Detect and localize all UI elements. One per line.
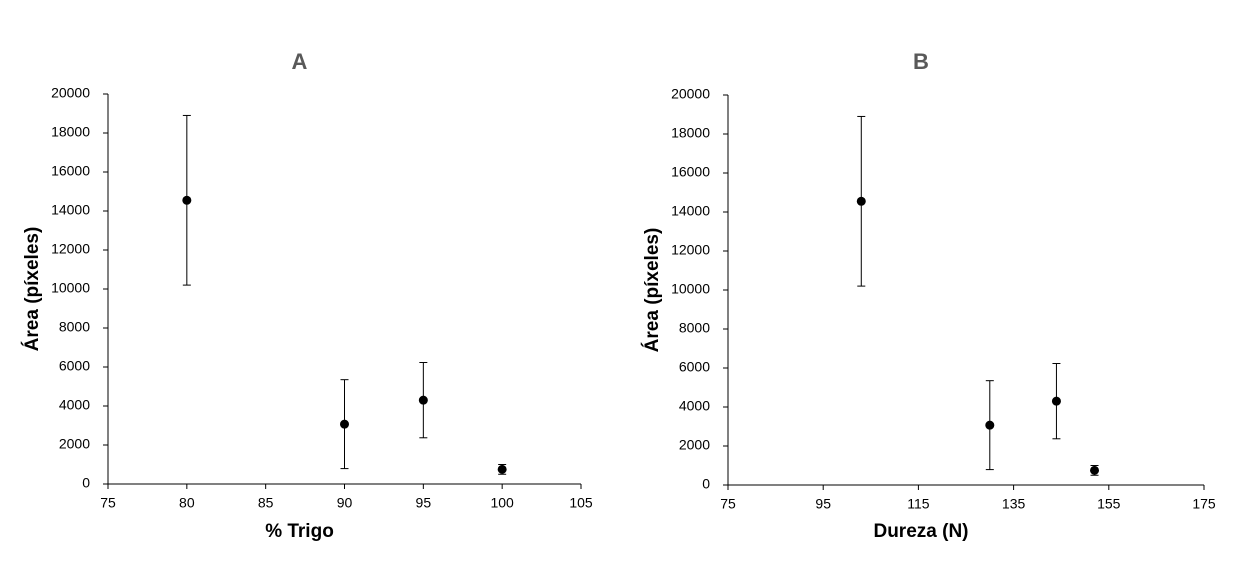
data-point (340, 419, 349, 429)
x-tick-label: 155 (1097, 496, 1121, 512)
x-tick-label: 115 (907, 496, 930, 512)
y-tick-label: 16000 (51, 163, 90, 179)
y-tick-label: 20000 (671, 86, 710, 102)
y-tick-label: 10000 (671, 281, 710, 297)
x-tick-label: 75 (720, 496, 736, 512)
y-tick-label: 6000 (679, 359, 710, 375)
x-tick-label: 95 (815, 496, 831, 512)
x-axis-title: Dureza (N) (873, 521, 968, 542)
y-tick-label: 0 (702, 476, 710, 492)
x-tick-label: 175 (1192, 496, 1216, 512)
y-tick-label: 6000 (59, 358, 90, 374)
y-tick-label: 20000 (51, 85, 90, 101)
x-tick-label: 80 (179, 495, 195, 511)
y-tick-label: 12000 (671, 242, 710, 258)
x-axis-title: % Trigo (265, 521, 334, 542)
y-tick-label: 2000 (59, 436, 90, 452)
y-tick-label: 2000 (679, 437, 710, 453)
x-tick-label: 135 (1002, 496, 1026, 512)
data-point (985, 420, 995, 430)
y-tick-label: 14000 (51, 202, 90, 218)
chart-title: A (292, 49, 308, 74)
data-point (856, 196, 866, 206)
y-tick-label: 8000 (59, 319, 90, 335)
x-tick-label: 90 (337, 495, 353, 511)
x-tick-label: 105 (569, 495, 593, 511)
data-point (182, 195, 192, 205)
data-point (418, 395, 428, 405)
x-tick-label: 85 (258, 495, 274, 511)
y-tick-label: 18000 (51, 124, 90, 140)
y-tick-label: 18000 (671, 125, 710, 141)
y-axis-title: Área (píxeles) (21, 227, 43, 352)
chart-title: B (913, 49, 929, 74)
x-tick-label: 95 (416, 495, 432, 511)
y-tick-label: 14000 (671, 203, 710, 219)
y-tick-label: 16000 (671, 164, 710, 180)
x-tick-label: 75 (100, 495, 116, 511)
data-point (1090, 465, 1100, 475)
y-tick-label: 12000 (51, 241, 90, 257)
data-point (1051, 396, 1061, 406)
y-tick-label: 0 (82, 475, 90, 491)
data-point (497, 464, 507, 474)
x-tick-label: 100 (490, 495, 514, 511)
y-axis-title: Área (píxeles) (641, 228, 663, 353)
y-tick-label: 4000 (59, 397, 90, 413)
y-tick-label: 4000 (679, 398, 710, 414)
y-tick-label: 8000 (679, 320, 710, 336)
y-tick-label: 10000 (51, 280, 90, 296)
